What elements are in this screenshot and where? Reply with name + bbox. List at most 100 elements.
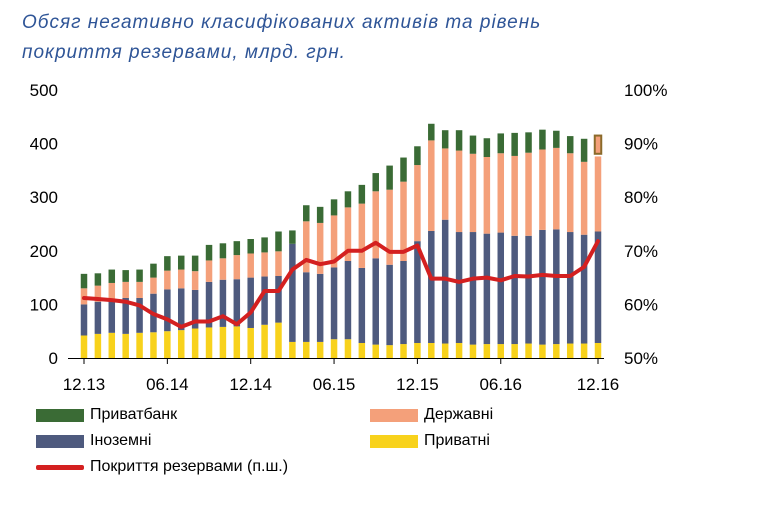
bar-foreign [594,231,602,343]
bar-private [205,327,213,358]
bar-privatbank [455,130,463,151]
bar-state [580,161,588,235]
bar-state [261,252,268,277]
bar-privatbank [191,255,199,272]
x-tick-label: 12.13 [63,375,106,394]
bar-foreign [108,299,116,333]
bar-private [428,342,435,358]
bar-state [566,153,574,233]
bar-privatbank [80,273,88,289]
chart-title-line1: Обсяг негативно класифікованих активів т… [22,12,542,33]
bar-state [455,150,463,233]
y-right-tick-label: 100% [624,81,667,100]
x-tick-label: 12.15 [396,375,439,394]
bar-private [511,344,518,358]
bar-state [594,156,602,232]
bar-privatbank [525,132,532,153]
bar-state [205,260,213,282]
bar-highlight [593,134,603,155]
bar-privatbank [414,146,421,166]
x-tick-label: 06.15 [313,375,356,394]
bar-state [150,277,157,294]
bar-state [372,191,379,259]
bar-privatbank [553,130,560,148]
y-right-tick-label: 80% [624,188,658,207]
bar-state [177,269,185,289]
bar-privatbank [372,173,379,192]
bar-foreign [428,230,435,343]
bar-privatbank [219,243,227,259]
bar-state [358,203,366,268]
bar-privatbank [205,244,213,261]
bar-private [386,345,393,358]
bar-private [303,341,310,358]
bar-private [191,328,199,358]
y-right-tick-label: 90% [624,135,658,154]
bar-private [469,344,477,358]
bar-state [414,165,421,242]
bar-private [497,344,505,358]
bar-state [275,251,282,276]
bar-state [330,215,338,268]
y-right-tick-label: 50% [624,349,658,368]
bar-privatbank [469,135,477,154]
bar-state [441,148,449,220]
bar-private [344,339,352,358]
bar-foreign [566,232,574,344]
coverage-line [82,239,600,329]
bar-foreign [94,301,102,334]
bar-state [400,181,407,261]
y-left-tick-label: 400 [30,135,58,154]
bar-foreign [497,232,505,345]
bar-private [553,344,560,358]
bar-privatbank [233,241,241,256]
y-left-tick-label: 300 [30,188,58,207]
bar-state [122,281,129,298]
bar-state [497,153,505,233]
bar-foreign [386,264,393,346]
bar-private [414,342,421,358]
bar-foreign [316,273,324,342]
bar-state [191,271,199,290]
bar-foreign [400,260,407,345]
bar-foreign [233,279,241,327]
bar-private [580,343,588,358]
bar-private [275,322,282,358]
bar-privatbank [539,129,546,150]
bar-foreign [136,297,143,333]
bar-private [108,332,116,358]
bar-privatbank [497,133,505,154]
chart-title: Обсяг негативно класифікованих активів т… [22,8,742,68]
bar-private [525,343,532,358]
bar-privatbank [136,269,143,282]
bar-state [483,157,491,234]
bar-state [164,270,171,290]
x-tick-label: 12.14 [229,375,272,394]
bar-foreign [330,267,338,340]
bar-foreign [358,267,366,343]
bar-privatbank [177,255,185,270]
bar-foreign [511,235,518,345]
y-right-tick-label: 70% [624,242,658,261]
bar-private [233,326,241,358]
bar-foreign [372,258,379,345]
bar-private [289,341,296,358]
bar-private [566,343,574,358]
bar-private [80,335,88,358]
bar-foreign [247,277,254,328]
bar-state [94,285,102,302]
bar-foreign [525,235,532,344]
bar-privatbank [316,206,324,223]
bar-privatbank [441,130,449,149]
y-left-tick-label: 100 [30,295,58,314]
bar-privatbank [344,191,352,208]
bar-foreign [414,241,421,343]
bar-private [261,324,268,358]
bar-privatbank [330,199,338,216]
bar-state [219,258,227,280]
bar-privatbank [247,239,254,254]
bar-private [164,331,171,358]
bar-foreign [289,243,296,342]
bar-privatbank [164,256,171,271]
